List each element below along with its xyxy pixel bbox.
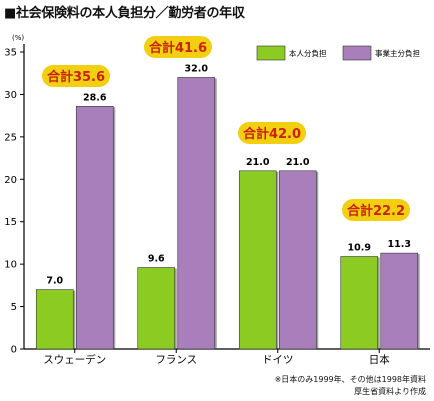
- y-tick-label: 20: [4, 175, 17, 186]
- total-badge: [238, 122, 306, 144]
- total-label: 合計35.6: [47, 69, 105, 85]
- total-label: 合計41.6: [149, 40, 207, 56]
- source-note-1: ※日本のみ1999年、その他は1998年資料: [274, 375, 426, 384]
- total-label: 合計22.2: [347, 203, 405, 219]
- bar-value-label: 10.9: [348, 243, 371, 254]
- y-tick-label: 30: [4, 90, 17, 101]
- chart-labels: 7.0 28.6 9.6 32.0 21.0 21.0 10.9 11.3 合計35.6 合計41…: [42, 36, 411, 287]
- total-badge: [144, 36, 212, 58]
- legend-employer-swatch: [342, 45, 372, 61]
- chart-bars: [35, 77, 420, 350]
- bar-value-label: 28.6: [83, 92, 107, 103]
- x-category-label: スウェーデン: [43, 353, 106, 366]
- bar-employer: [380, 252, 419, 350]
- total-badge: [342, 199, 410, 221]
- total-label: 合計42.0: [243, 126, 301, 142]
- bar-person: [340, 256, 379, 350]
- bar-value-label: 7.0: [46, 276, 63, 287]
- bar-person: [238, 170, 277, 350]
- page-title: ■社会保険料の本人負担分／勤労者の年収: [4, 6, 245, 21]
- legend-person-text: 本人分負担: [289, 48, 327, 58]
- bar-value-label: 21.0: [246, 157, 270, 168]
- bar-value-label: 11.3: [388, 239, 411, 250]
- y-unit-label: (%): [12, 34, 24, 42]
- y-tick-label: 35: [4, 48, 17, 59]
- chart-axes: (%) 0 5 10 15 20 25 30 35 スウェーデン フランス ドイツ 日本: [4, 34, 430, 366]
- y-tick-label: 15: [4, 217, 17, 228]
- y-tick-label: 25: [4, 132, 17, 143]
- source-note-2: 厚生省資料より作成: [354, 387, 426, 396]
- bar-value-label: 32.0: [185, 63, 209, 74]
- bar-person: [137, 267, 176, 350]
- legend-employer-text: 事業主分負担: [375, 48, 420, 58]
- legend-person-swatch: [256, 45, 286, 61]
- x-category-label: 日本: [369, 353, 390, 366]
- chart-legend: 本人分負担 事業主分負担: [256, 45, 420, 61]
- bar-person: [35, 289, 74, 350]
- bar-value-label: 21.0: [286, 157, 310, 168]
- bar-employer: [278, 170, 317, 350]
- y-tick-label: 0: [11, 345, 17, 356]
- x-category-label: フランス: [155, 354, 197, 366]
- y-tick-label: 10: [4, 260, 17, 271]
- bar-employer: [177, 77, 216, 350]
- bar-value-label: 9.6: [148, 254, 165, 265]
- y-tick-label: 5: [11, 302, 17, 313]
- total-badge: [42, 65, 110, 87]
- bar-employer: [75, 106, 114, 350]
- x-category-label: ドイツ: [262, 354, 294, 366]
